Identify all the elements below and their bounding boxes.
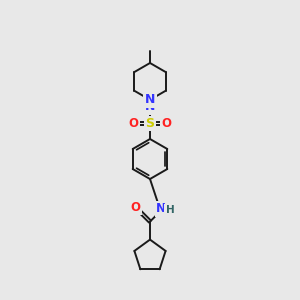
Text: O: O xyxy=(131,201,141,214)
Text: N: N xyxy=(145,93,155,106)
Text: H: H xyxy=(166,205,175,215)
Text: O: O xyxy=(162,117,172,130)
Text: O: O xyxy=(128,117,138,130)
Text: S: S xyxy=(146,117,154,130)
Text: N: N xyxy=(156,202,166,215)
Text: N: N xyxy=(145,100,155,113)
